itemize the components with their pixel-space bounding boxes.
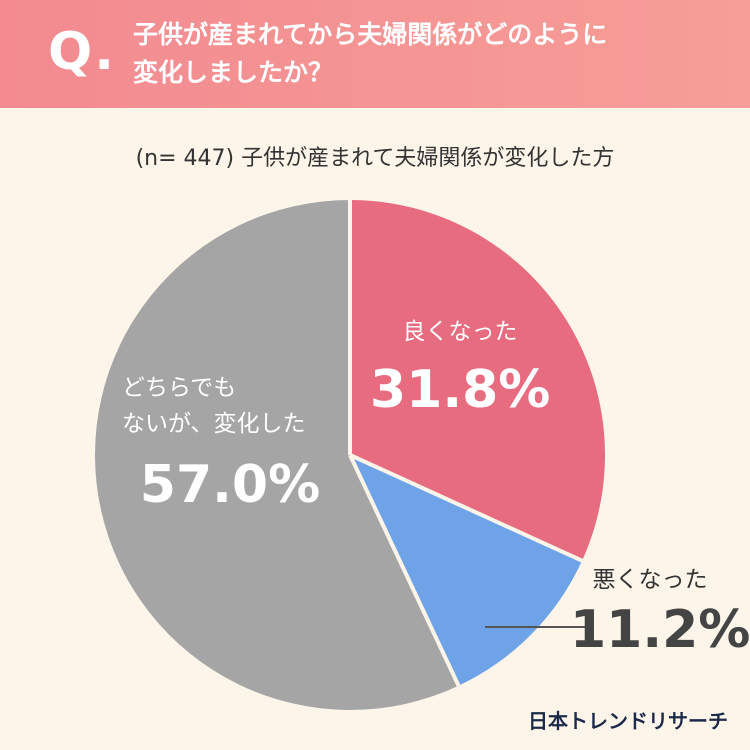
slice-separator [349, 453, 583, 563]
question: 子供が産まれてから夫婦関係がどのように 変化しましたか？ [133, 20, 608, 87]
value-label: 31.8% [370, 360, 551, 420]
category-label: 悪くなった [592, 567, 708, 593]
category-label: どちらでも ないが、変化した [122, 375, 306, 437]
brand: 日本トレンドリサーチ [528, 709, 728, 733]
pie-slice [350, 455, 583, 686]
header-bar: Q. 子供が産まれてから夫婦関係がどのように 変化しましたか？ [0, 0, 750, 108]
q-label: Q. [48, 22, 116, 82]
chart-subtitle: (n= 447) 子供が産まれて夫婦関係が変化した方 [135, 146, 615, 171]
pie-slice [95, 200, 459, 710]
value-label: 11.2% [570, 600, 750, 660]
value-label: 57.0% [139, 455, 321, 515]
pie-slice [350, 200, 605, 561]
category-label: 良くなった [402, 319, 518, 345]
slice-separator [348, 454, 461, 687]
